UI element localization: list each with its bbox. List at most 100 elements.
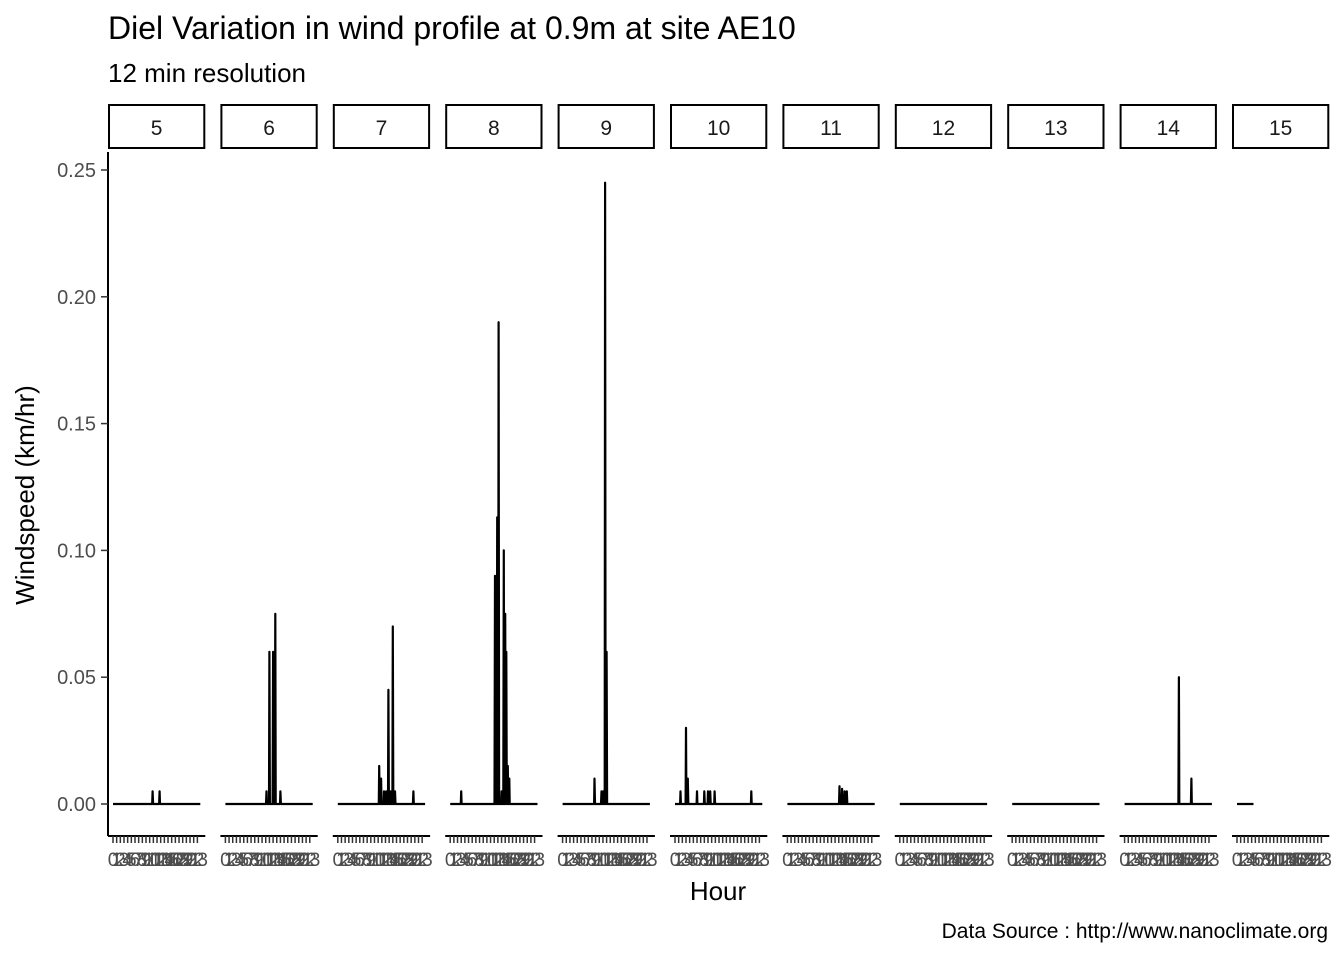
x-tick-label: 15 <box>157 850 178 871</box>
x-tick-label: 20 <box>963 850 984 871</box>
x-tick-label: 7 <box>1145 850 1156 871</box>
x-tick-label: 10 <box>814 850 835 871</box>
facet-strip-label: 13 <box>1044 117 1067 140</box>
y-tick-label: 0.05 <box>57 667 96 689</box>
x-tick-label: 8 <box>811 850 822 871</box>
x-tick-label: 9 <box>590 850 601 871</box>
x-tick-label: 6 <box>355 850 366 871</box>
y-tick-label: 0.25 <box>57 160 96 182</box>
x-tick-label: 8 <box>587 850 598 871</box>
x-tick-label: 7 <box>358 850 369 871</box>
x-tick-label: 4 <box>684 850 695 871</box>
x-tick-label: 7 <box>1033 850 1044 871</box>
x-tick-label: 6 <box>692 850 703 871</box>
y-axis-title: Windspeed (km/hr) <box>10 385 40 605</box>
x-tick-label: 20 <box>401 850 422 871</box>
x-tick-label: 8 <box>137 850 148 871</box>
x-tick-label: 10 <box>139 850 160 871</box>
x-tick-label: 18 <box>1180 850 1201 871</box>
series-line <box>787 785 875 806</box>
x-tick-label: 17 <box>614 850 635 871</box>
x-tick-label: 14 <box>491 850 513 871</box>
x-tick-label: 21 <box>629 850 650 871</box>
x-tick-label: 4 <box>797 850 808 871</box>
x-tick-label: 16 <box>836 850 857 871</box>
x-tick-label: 11 <box>256 850 276 871</box>
facet-strip <box>332 104 431 149</box>
x-tick-label: 22 <box>520 850 541 871</box>
x-tick-label: 22 <box>296 850 317 871</box>
x-tick-label: 17 <box>502 850 523 871</box>
facet-strip <box>220 104 318 149</box>
x-tick-label: 18 <box>843 850 864 871</box>
facet-strip-label: 5 <box>151 117 163 140</box>
series-line <box>450 321 538 806</box>
x-tick-label: 2 <box>340 850 351 871</box>
x-tick-label: 23 <box>1086 850 1107 871</box>
series-line <box>337 625 426 806</box>
x-tick-label: 8 <box>1036 850 1047 871</box>
x-tick-label: 15 <box>607 850 628 871</box>
x-tick-label: 1 <box>898 850 909 871</box>
x-tick-label: 19 <box>1296 850 1317 871</box>
x-tick-label: 17 <box>165 850 186 871</box>
x-tick-label: 10 <box>1263 850 1284 871</box>
x-tick-label: 23 <box>299 850 320 871</box>
x-tick-label: 12 <box>1158 850 1179 871</box>
facet-strip <box>894 104 993 149</box>
x-tick-label: 7 <box>920 850 931 871</box>
x-tick-label: 14 <box>716 850 738 871</box>
x-tick-label: 6 <box>1254 850 1265 871</box>
x-tick-label: 5 <box>238 850 249 871</box>
x-tick-label: 18 <box>281 850 302 871</box>
x-tick-label: 0 <box>220 850 231 871</box>
y-tick-label: 0.00 <box>57 794 96 816</box>
series-line <box>1124 676 1212 806</box>
x-tick-label: 3 <box>1243 850 1254 871</box>
x-tick-label: 13 <box>825 850 846 871</box>
x-tick-label: 5 <box>1025 850 1036 871</box>
x-tick-label: 22 <box>858 850 879 871</box>
x-tick-label: 12 <box>708 850 729 871</box>
x-tick-label: 17 <box>727 850 748 871</box>
x-tick-label: 19 <box>1184 850 1205 871</box>
facet-strip <box>1007 104 1105 149</box>
x-tick-label: 16 <box>274 850 295 871</box>
series-line <box>675 726 763 806</box>
x-tick-label: 9 <box>478 850 489 871</box>
x-tick-label: 11 <box>481 850 501 871</box>
x-tick-label: 1 <box>673 850 684 871</box>
x-tick-label: 11 <box>593 850 613 871</box>
x-tick-label: 8 <box>1261 850 1272 871</box>
x-tick-label: 4 <box>1246 850 1257 871</box>
x-tick-label: 13 <box>487 850 508 871</box>
x-tick-label: 4 <box>347 850 358 871</box>
x-tick-label: 16 <box>1173 850 1194 871</box>
x-tick-label: 14 <box>1053 850 1075 871</box>
x-tick-label: 4 <box>235 850 246 871</box>
x-tick-label: 2 <box>902 850 913 871</box>
x-tick-label: 19 <box>734 850 755 871</box>
x-tick-label: 0 <box>1119 850 1130 871</box>
x-tick-label: 21 <box>517 850 538 871</box>
x-tick-label: 2 <box>565 850 576 871</box>
x-tick-label: 23 <box>1311 850 1332 871</box>
x-tick-label: 19 <box>847 850 868 871</box>
x-tick-label: 15 <box>1169 850 1190 871</box>
x-tick-label: 5 <box>576 850 587 871</box>
x-tick-label: 9 <box>815 850 826 871</box>
x-tick-label: 10 <box>701 850 722 871</box>
x-tick-label: 12 <box>146 850 167 871</box>
x-tick-label: 18 <box>1068 850 1089 871</box>
facet-strip <box>445 104 543 149</box>
chart-caption: Data Source : http://www.nanoclimate.org <box>941 920 1328 943</box>
x-tick-label: 15 <box>719 850 740 871</box>
x-tick-label: 1 <box>1011 850 1022 871</box>
x-tick-label: 4 <box>460 850 471 871</box>
series-line <box>562 181 650 806</box>
x-tick-label: 22 <box>633 850 654 871</box>
